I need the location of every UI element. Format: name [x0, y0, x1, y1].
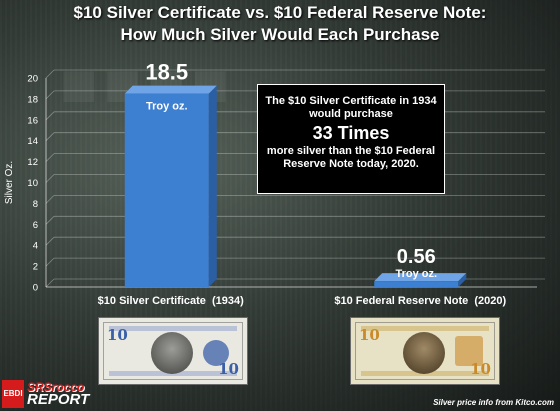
- y-tick-label: 8: [33, 199, 38, 210]
- grid-line: [45, 236, 55, 246]
- logo-text: REPORT: [27, 391, 90, 408]
- y-tick-label: 18: [27, 94, 38, 105]
- y-tick-label: 0: [33, 283, 38, 294]
- data-label-unit: Troy oz.: [146, 101, 188, 113]
- annotation-line5: Reserve Note today, 2020.: [283, 158, 419, 170]
- grid-line: [45, 69, 55, 79]
- logo-badge: EBDI: [2, 380, 24, 408]
- y-tick-label: 14: [27, 136, 38, 147]
- labels: 0 2 4 6 8 10 12 14 16 18 20 Silver Oz. 18.5 Troy oz. $…: [4, 60, 506, 307]
- grid-line: [45, 132, 55, 141]
- data-label-unit: Troy oz.: [395, 268, 437, 280]
- chart-title-line1: $10 Silver Certificate vs. $10 Federal R…: [73, 3, 487, 22]
- annotation-line1: The $10 Silver Certificate in 1934: [265, 95, 437, 107]
- y-tick-label: 16: [27, 115, 38, 126]
- grid-line: [45, 257, 55, 267]
- grid-line: [45, 153, 55, 162]
- silver-certificate-image: 10 10: [98, 317, 248, 385]
- portrait-image: [151, 332, 193, 374]
- annotation-box: The $10 Silver Certificate in 1934 would…: [257, 84, 445, 194]
- torch-icon: [455, 336, 483, 366]
- bill-header-band: [109, 326, 237, 331]
- bar-top: [374, 273, 467, 282]
- logo-text: SRSrocco: [27, 380, 85, 394]
- portrait-image: [403, 332, 445, 374]
- annotation-highlight: 33 Times: [312, 123, 390, 143]
- bill-denomination: 10: [107, 326, 128, 344]
- bar-side: [208, 85, 217, 287]
- source-note: Silver price info from Kitco.com: [433, 398, 554, 407]
- y-tick-label: 20: [27, 74, 38, 85]
- treasury-seal-icon: [203, 340, 229, 366]
- data-label-value: 0.56: [397, 246, 436, 268]
- grid-line: [45, 195, 55, 204]
- grid-line: [45, 174, 55, 183]
- bars: [124, 85, 467, 287]
- y-tick-label: 12: [27, 157, 38, 168]
- srsrocco-logo: EBDI SRSrocco REPORT: [2, 380, 97, 408]
- chart-title: $10 Silver Certificate vs. $10 Federal R…: [0, 2, 560, 46]
- bar-side: [458, 273, 467, 287]
- bill-header-band: [361, 326, 489, 331]
- bill-border: [103, 322, 243, 380]
- y-axis-title: Silver Oz.: [4, 161, 15, 204]
- federal-reserve-note-image: 10 10: [350, 317, 500, 385]
- grid-line: [45, 111, 55, 121]
- data-label-value: 18.5: [145, 60, 188, 85]
- chart-title-line2: How Much Silver Would Each Purchase: [120, 25, 440, 44]
- bar: [124, 93, 209, 287]
- grid-line: [45, 90, 55, 100]
- annotation-line2: would purchase: [309, 108, 393, 120]
- bill-border: [355, 322, 495, 380]
- grid-line: [45, 216, 55, 225]
- grid-line: [45, 278, 55, 288]
- x-category-label: $10 Silver Certificate (1934): [98, 295, 244, 307]
- y-tick-label: 6: [33, 220, 38, 231]
- y-tick-label: 4: [33, 241, 38, 252]
- y-tick-label: 10: [27, 178, 38, 189]
- bill-denomination: 10: [359, 326, 380, 344]
- bar: [374, 281, 459, 287]
- bar-top: [124, 85, 217, 94]
- x-category-label: $10 Federal Reserve Note (2020): [334, 295, 506, 307]
- bill-denomination: 10: [218, 360, 239, 378]
- annotation-line4: more silver than the $10 Federal: [266, 145, 436, 157]
- y-tick-label: 2: [33, 262, 38, 273]
